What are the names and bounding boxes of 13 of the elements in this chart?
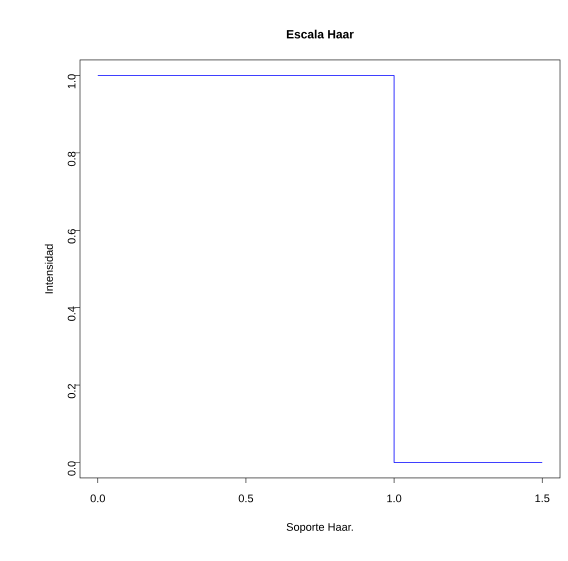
x-tick-label: 0.0 [90, 494, 105, 502]
x-tick-label: 1.5 [535, 494, 550, 502]
x-tick-label: 0.5 [238, 494, 254, 502]
y-tick-label: 0.0 [68, 461, 76, 476]
x-tick-label: 1.0 [387, 494, 402, 502]
y-tick-label: 0.8 [68, 152, 76, 166]
y-tick-label: 1.0 [68, 74, 76, 88]
y-tick-label: 0.6 [68, 229, 76, 244]
y-tick-label: 0.2 [68, 384, 76, 398]
x-axis-title: Soporte Haar. [286, 523, 353, 534]
y-tick-label: 0.4 [68, 306, 76, 321]
y-axis-title: Intensidad [44, 244, 53, 294]
chart-title: Escala Haar [286, 30, 354, 38]
